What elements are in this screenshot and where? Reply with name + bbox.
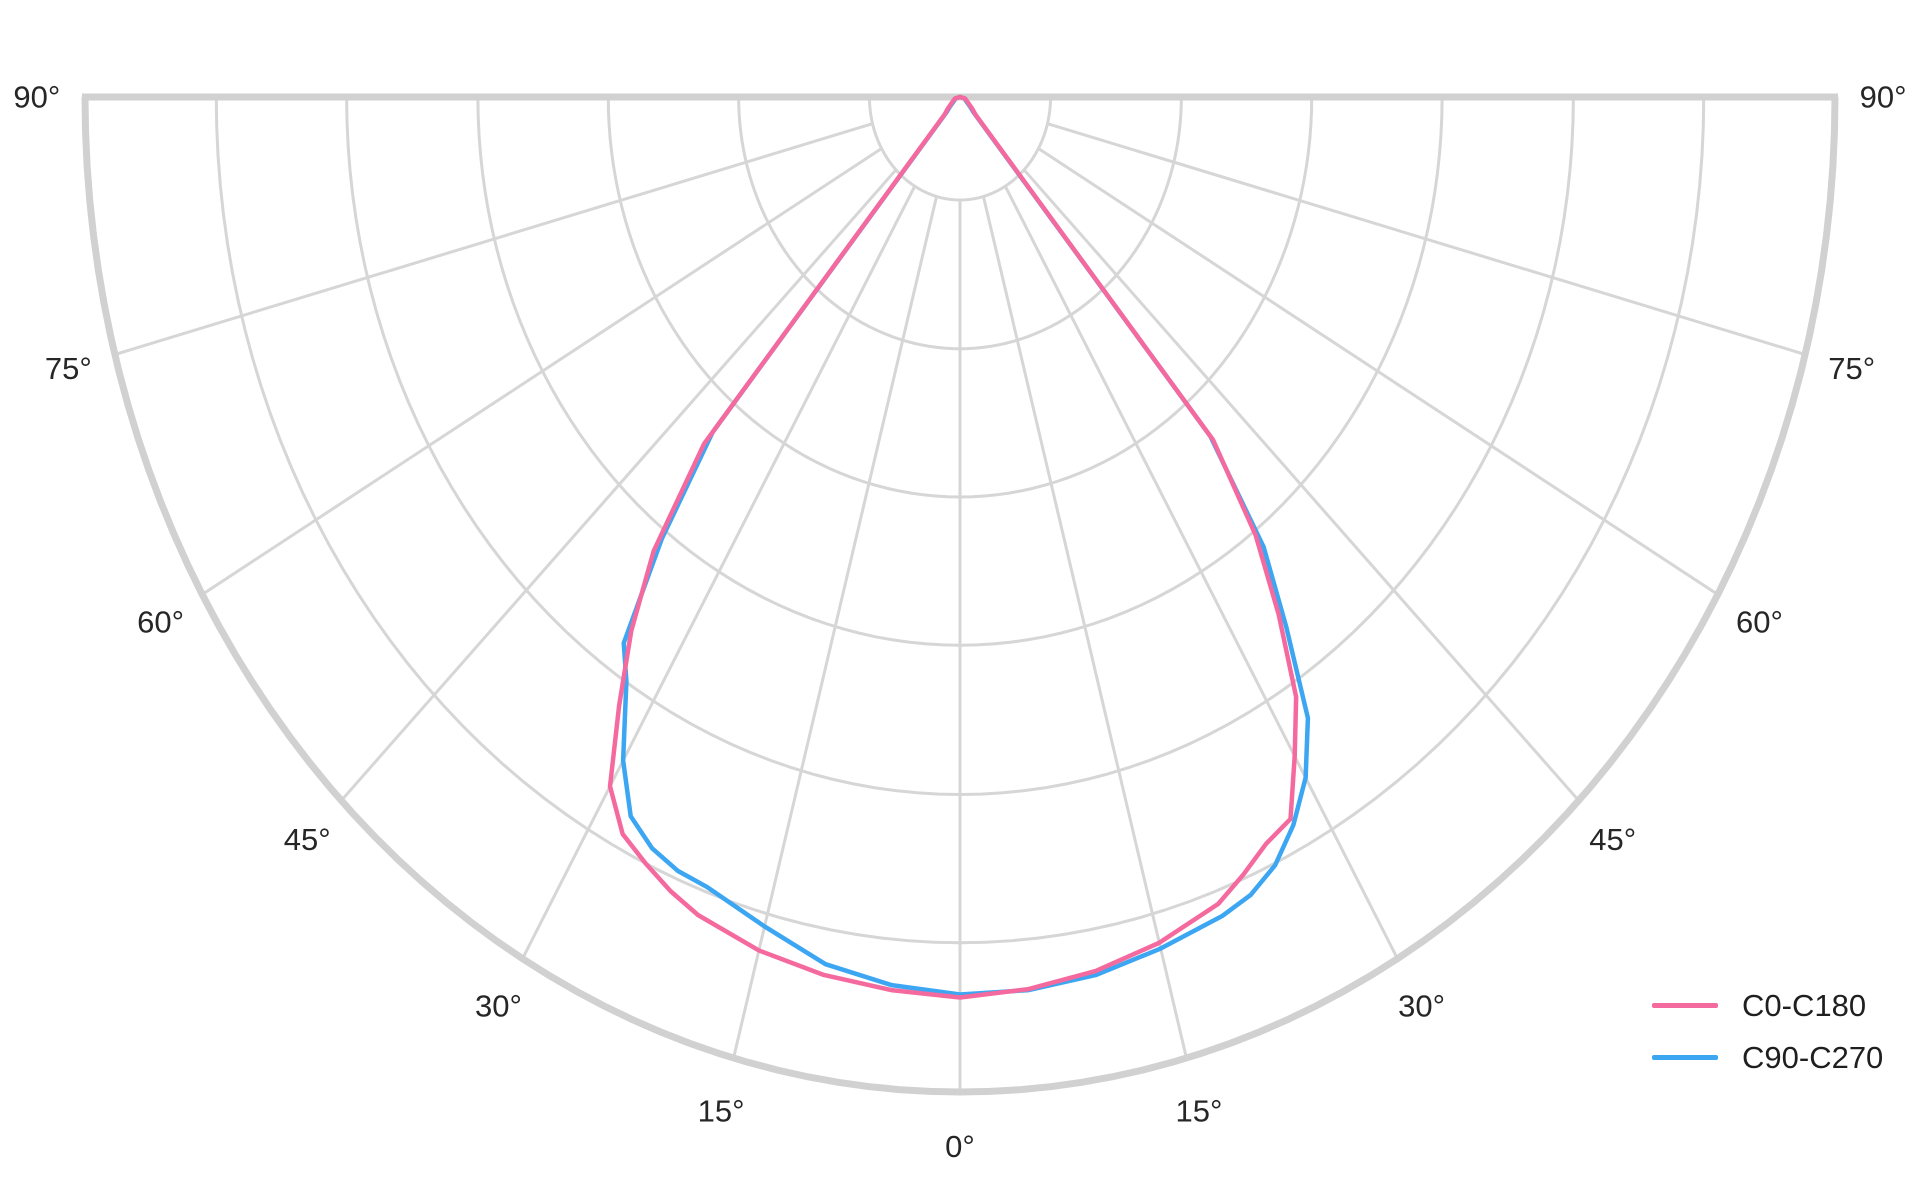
grid-spoke-right-75 bbox=[1047, 122, 1806, 356]
legend-label-c90-c270: C90-C270 bbox=[1742, 1039, 1884, 1075]
curve-c90-c270 bbox=[620, 94, 1311, 997]
plot-outer-arc bbox=[81, 96, 1839, 1096]
legend-swatch-c90-c270 bbox=[1652, 1054, 1718, 1060]
grid-spoke-right-45 bbox=[1022, 168, 1580, 802]
grid-spoke-left-60 bbox=[201, 147, 883, 596]
legend-swatch-c0-c180 bbox=[1652, 1002, 1718, 1008]
curve-c0-c180 bbox=[607, 94, 1299, 1000]
grid-spoke-left-30 bbox=[521, 185, 917, 960]
angle-label-30-left: 30° bbox=[475, 989, 522, 1024]
angle-label-45-right: 45° bbox=[1589, 822, 1636, 857]
legend-item-c90-c270: C90-C270 bbox=[1652, 1038, 1883, 1076]
angle-label-60-right: 60° bbox=[1736, 604, 1783, 639]
angle-label-30-right: 30° bbox=[1398, 989, 1445, 1024]
angle-label-75-left: 75° bbox=[45, 351, 92, 386]
legend-label-c0-c180: C0-C180 bbox=[1742, 987, 1867, 1023]
grid-spoke-left-45 bbox=[340, 168, 898, 802]
grid-spoke-right-30 bbox=[1003, 185, 1399, 960]
angle-label-90-left: 90° bbox=[13, 80, 60, 115]
angle-label-75-right: 75° bbox=[1828, 351, 1875, 386]
angle-label-15-right: 15° bbox=[1175, 1093, 1222, 1128]
grid-ring-1 bbox=[867, 96, 1053, 202]
angle-label-45-left: 45° bbox=[284, 822, 331, 857]
angle-label-15-left: 15° bbox=[698, 1093, 745, 1128]
grid-spoke-right-15 bbox=[981, 196, 1188, 1059]
grid-spoke-left-75 bbox=[114, 122, 873, 356]
grid-spoke-right-60 bbox=[1037, 147, 1719, 596]
grid-spoke-left-15 bbox=[732, 196, 939, 1059]
legend-item-c0-c180: C0-C180 bbox=[1652, 986, 1883, 1024]
angle-label-90-right: 90° bbox=[1860, 80, 1907, 115]
legend: C0-C180 C90-C270 bbox=[1652, 986, 1883, 1076]
angle-label-60-left: 60° bbox=[137, 604, 184, 639]
angle-label-0: 0° bbox=[945, 1129, 975, 1164]
